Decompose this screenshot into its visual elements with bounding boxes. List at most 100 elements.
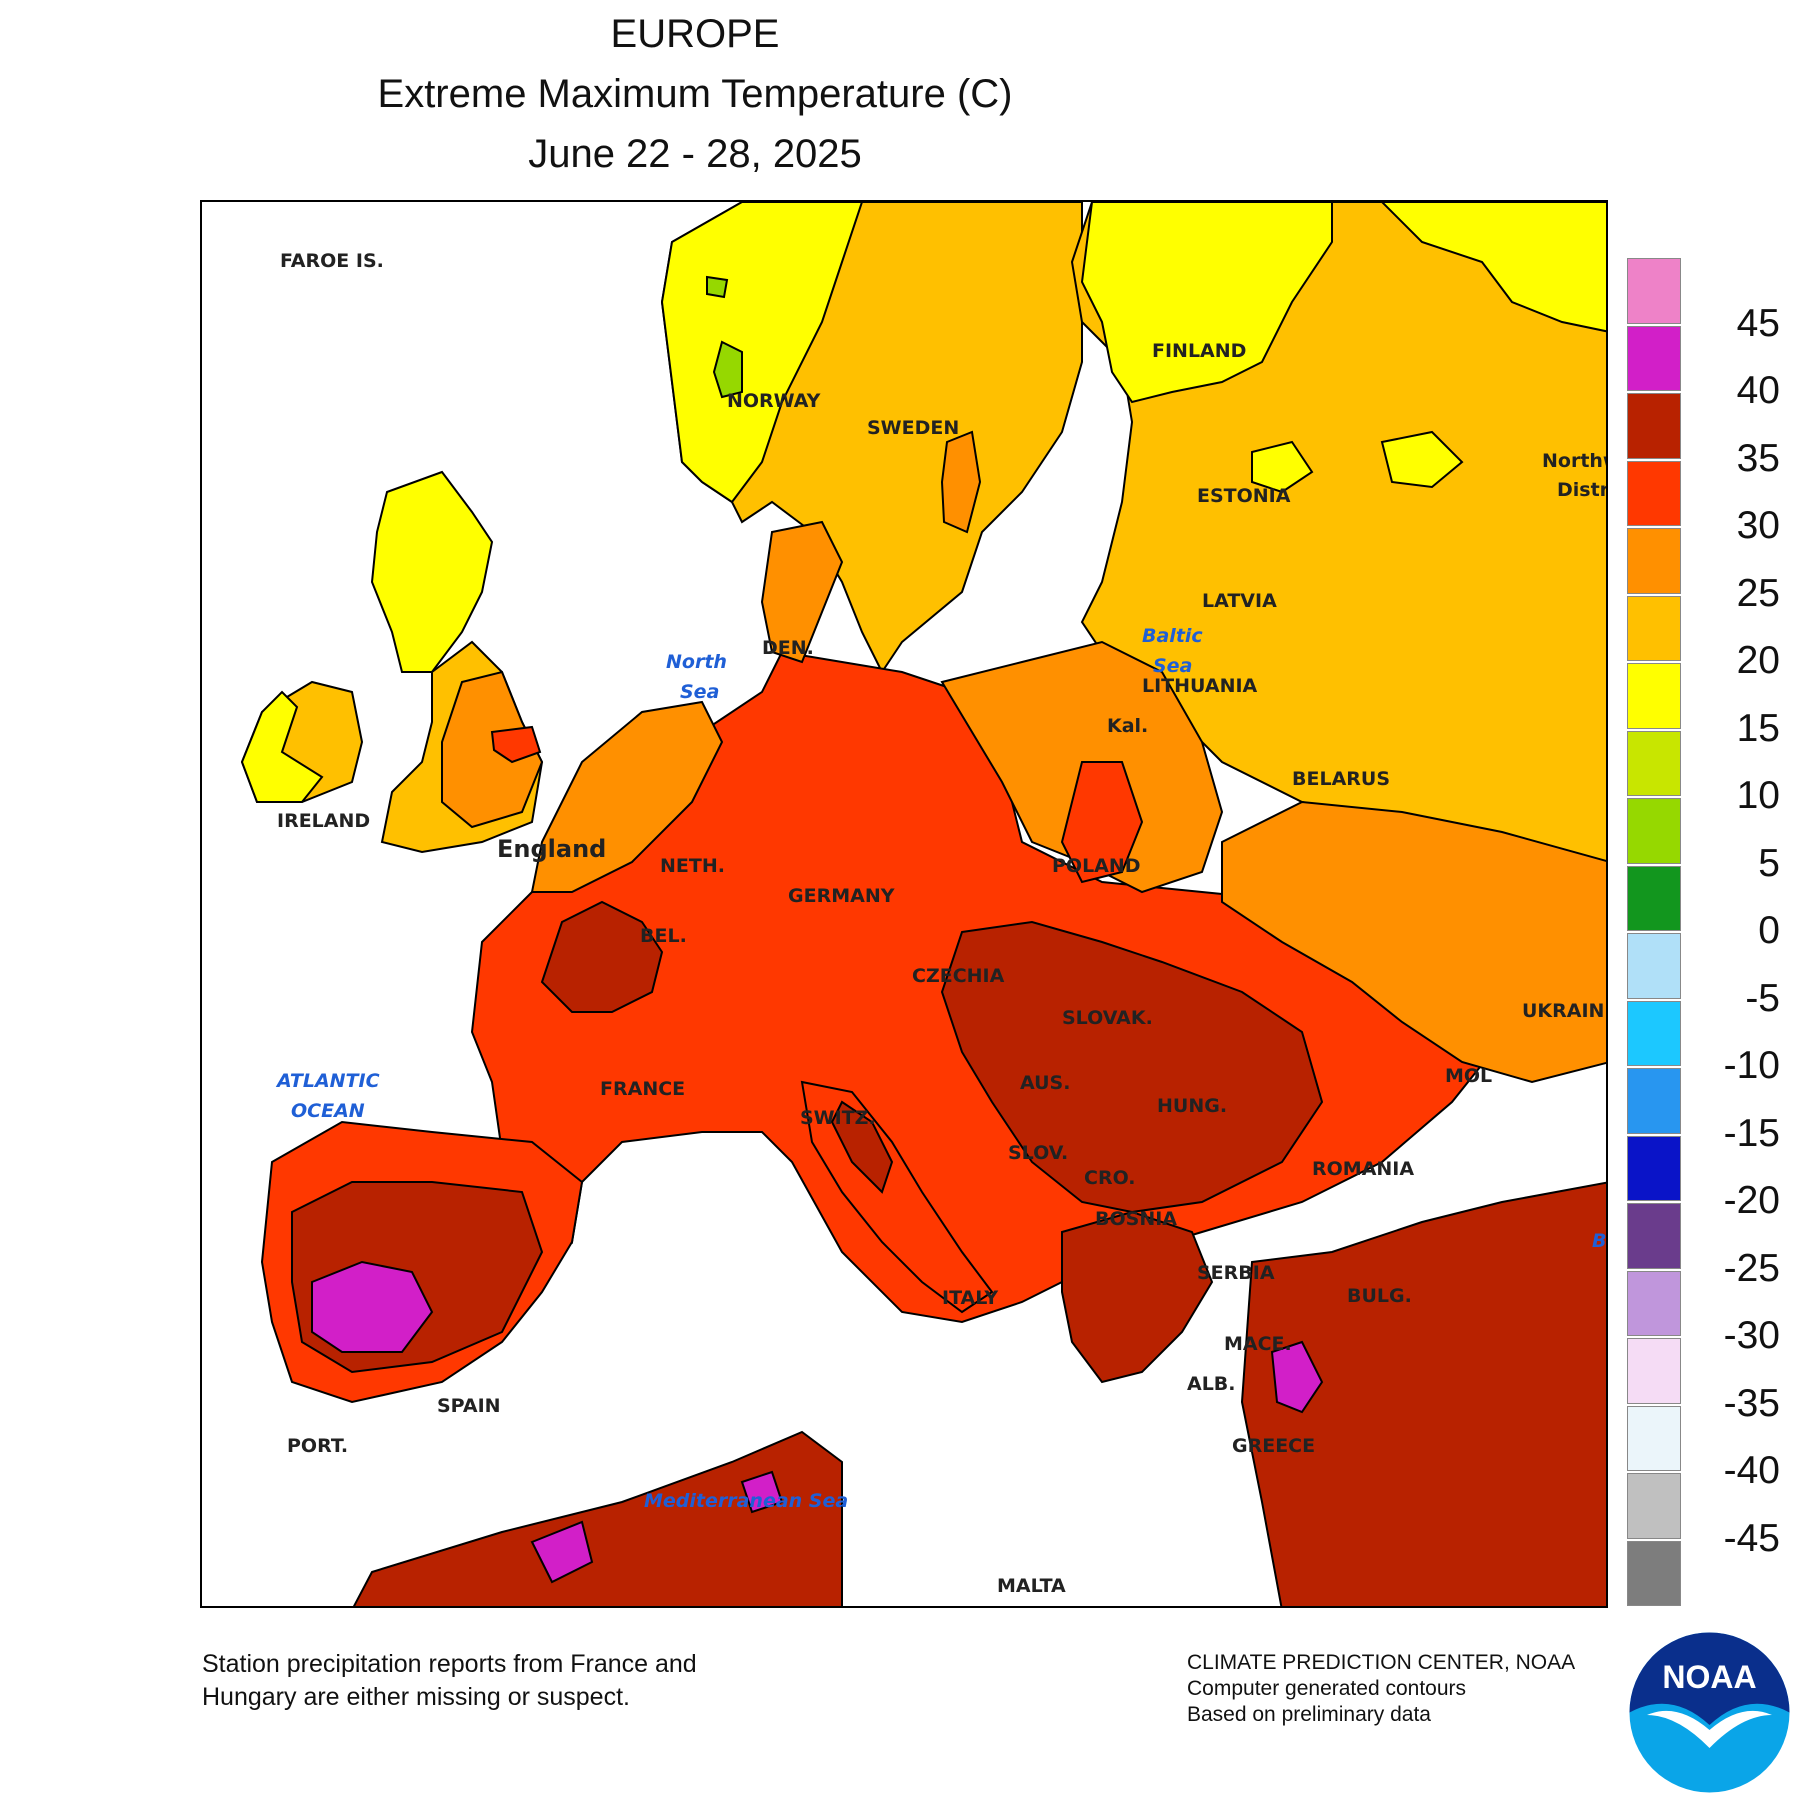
credit-block: CLIMATE PREDICTION CENTER, NOAA Computer… [1187, 1651, 1576, 1726]
scotland-region [370, 470, 494, 673]
poland-red-patch [1060, 761, 1144, 884]
north-africa-extreme [530, 1520, 594, 1584]
iberia-extreme [311, 1260, 434, 1353]
label-italy: ITALY [942, 1287, 998, 1309]
label-switz: SWITZ. [800, 1107, 876, 1129]
legend-tick-label: -20 [1723, 1179, 1780, 1222]
legend-tick-label: 20 [1736, 639, 1780, 682]
label-neth: NETH. [660, 855, 725, 877]
legend-tick-label: 0 [1758, 909, 1780, 952]
legend-color-box [1627, 1000, 1681, 1066]
england-orange [441, 670, 544, 829]
label-bel: BEL. [640, 925, 687, 947]
legend-color-box [1627, 1405, 1681, 1471]
north-africa-region [352, 1430, 843, 1606]
label-mace: MACE. [1224, 1333, 1292, 1355]
benelux-region [530, 700, 724, 893]
balkans-hot-core [940, 920, 1324, 1214]
legend-tick-label: -35 [1723, 1381, 1780, 1425]
ireland-yellow [240, 690, 324, 803]
label-b-edge: B [1592, 1230, 1606, 1252]
legend-tick-label: 5 [1758, 841, 1780, 885]
legend-color-box [1627, 258, 1681, 324]
label-lithuania: LITHUANIA [1142, 675, 1258, 697]
map-period-title: June 22 - 28, 2025 [528, 132, 862, 176]
legend-color-box [1627, 1068, 1681, 1134]
label-ukraine: UKRAINE [1522, 1000, 1608, 1022]
legend-tick-label: -10 [1723, 1044, 1780, 1087]
label-poland: POLAND [1052, 855, 1141, 877]
label-greece: GREECE [1232, 1435, 1315, 1457]
label-bosnia: BOSNIA [1095, 1208, 1177, 1230]
legend-tick-label: -5 [1745, 976, 1780, 1020]
legend-tick-label: -15 [1723, 1111, 1780, 1155]
norway-green-patch-2 [706, 275, 729, 299]
label-faroe: FAROE IS. [280, 250, 384, 272]
legend-color-box [1627, 1473, 1681, 1539]
label-kal: Kal. [1107, 715, 1148, 737]
legend-tick-label: -45 [1723, 1516, 1780, 1560]
label-aus: AUS. [1020, 1072, 1070, 1094]
estonia-yellow-2 [1380, 430, 1464, 489]
label-estonia: ESTONIA [1197, 485, 1291, 507]
turkey-extreme [1270, 1340, 1324, 1414]
sea-atlantic-b: OCEAN [291, 1100, 365, 1122]
italy-hot [830, 1100, 894, 1194]
label-spain: SPAIN [437, 1395, 501, 1417]
legend-color-box [1627, 663, 1681, 729]
label-slovak: SLOVAK. [1062, 1007, 1153, 1029]
england-red [490, 725, 542, 764]
legend-tick-label: 25 [1736, 571, 1780, 615]
legend-tick-label: -25 [1723, 1246, 1780, 1290]
label-england: England [497, 835, 606, 863]
legend-color-box [1627, 1338, 1681, 1404]
legend-tick-label: 35 [1736, 436, 1780, 480]
sea-mediterranean: Mediterranean Sea [644, 1490, 848, 1512]
denmark-region [760, 520, 844, 664]
turkey-region [1240, 1181, 1606, 1606]
label-czechia: CZECHIA [912, 965, 1005, 987]
label-alb: ALB. [1187, 1373, 1236, 1395]
legend-color-box [1627, 798, 1681, 864]
legend-tick-label: 45 [1736, 301, 1780, 345]
finland-yellow-region-2 [1380, 202, 1606, 333]
legend-color-box [1627, 730, 1681, 796]
sea-baltic-b: Sea [1153, 655, 1192, 677]
label-mol: MOL [1445, 1065, 1492, 1087]
temperature-map[interactable]: FAROE IS. NORWAY SWEDEN FINLAND ESTONIA … [200, 200, 1608, 1608]
label-northwest-b: Distri [1557, 479, 1608, 501]
label-malta: MALTA [997, 1575, 1066, 1597]
ukraine-region [1221, 800, 1606, 1084]
label-germany: GERMANY [788, 885, 895, 907]
legend-color-box [1627, 595, 1681, 661]
label-romania: ROMANIA [1312, 1158, 1414, 1180]
legend-color-box [1627, 1540, 1681, 1606]
estonia-yellow [1251, 440, 1314, 494]
map-canvas: FAROE IS. NORWAY SWEDEN FINLAND ESTONIA … [240, 202, 1608, 1606]
noaa-logo-icon: NOAA [1629, 1632, 1790, 1793]
label-belarus: BELARUS [1292, 768, 1390, 790]
norway-green-patch [712, 340, 743, 399]
label-serbia: SERBIA [1197, 1262, 1275, 1284]
legend-color-box [1627, 1270, 1681, 1336]
label-port: PORT. [287, 1435, 348, 1457]
label-finland: FINLAND [1152, 340, 1246, 362]
label-den: DEN. [762, 637, 814, 659]
label-slov: SLOV. [1008, 1142, 1068, 1164]
finland-yellow-region [1080, 202, 1333, 404]
label-northwest-a: Northw [1542, 450, 1608, 472]
sea-north-b: Sea [680, 681, 719, 703]
map-region-title: EUROPE [610, 12, 780, 56]
sea-atlantic-a: ATLANTIC [275, 1070, 380, 1092]
precipitation-note: Station precipitation reports from Franc… [202, 1650, 697, 1711]
label-france: FRANCE [600, 1078, 685, 1100]
legend-tick-label: 40 [1736, 369, 1780, 412]
legend-color-box [1627, 393, 1681, 459]
label-latvia: LATVIA [1202, 590, 1277, 612]
legend-color-box [1627, 933, 1681, 999]
label-ireland: IRELAND [277, 810, 370, 832]
label-norway: NORWAY [727, 390, 821, 412]
legend-tick-label: -40 [1723, 1449, 1780, 1492]
legend-color-box [1627, 325, 1681, 391]
label-sweden: SWEDEN [867, 417, 959, 439]
